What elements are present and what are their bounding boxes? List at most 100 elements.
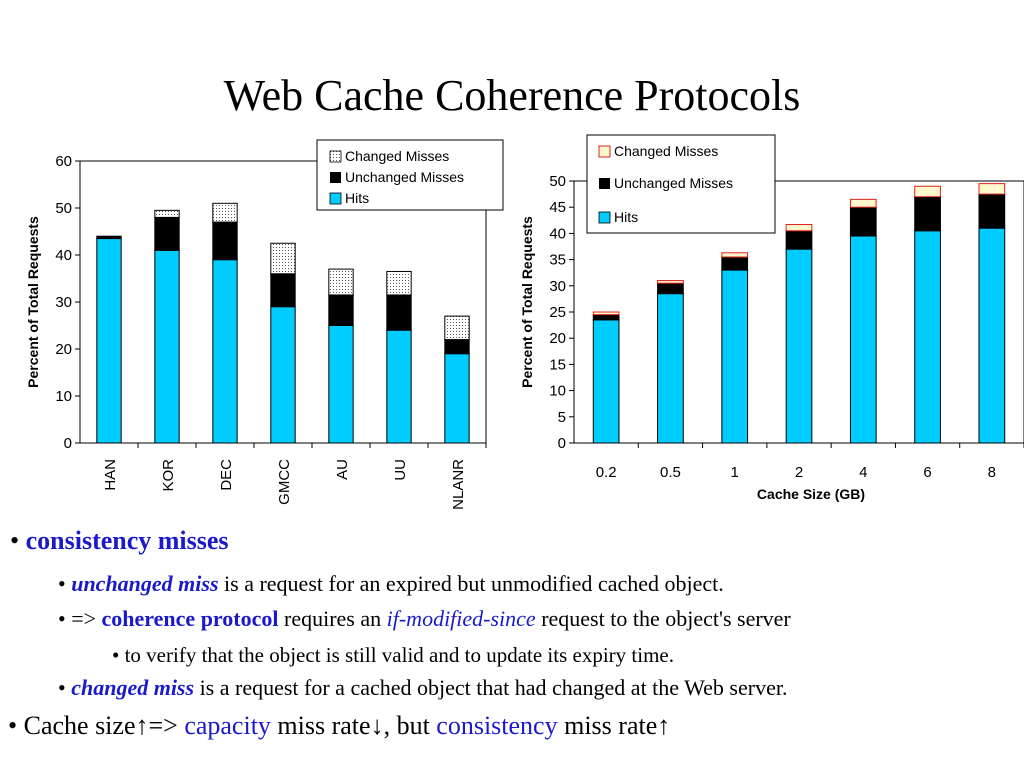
legend-swatch-unchanged xyxy=(330,172,341,183)
bullet-changed-miss: • changed miss is a request for a cached… xyxy=(58,673,787,703)
bar-segment-changed-misses xyxy=(657,280,684,284)
bullet-cache-size: • Cache size↑=> capacity miss rate↓, but… xyxy=(8,711,670,741)
bar-segment-changed-misses xyxy=(154,209,180,218)
bar-segment-hits xyxy=(978,227,1006,444)
bar-segment-unchanged-misses xyxy=(592,314,620,321)
y-tick-label: 30 xyxy=(55,294,72,311)
legend-swatch-changed xyxy=(598,145,611,158)
bar-segment-changed-misses xyxy=(721,252,749,258)
x-tick-label: NLANR xyxy=(450,459,467,510)
bar-segment-unchanged-misses xyxy=(96,235,122,240)
bar-segment-changed-misses xyxy=(212,202,238,223)
y-tick-label: 60 xyxy=(55,153,72,170)
y-tick-label: 20 xyxy=(549,330,566,347)
slide-title: Web Cache Coherence Protocols xyxy=(223,71,801,120)
x-axis-label: Cache Size (GB) xyxy=(757,486,865,502)
bar-segment-hits xyxy=(154,249,180,444)
bar-segment-unchanged-misses xyxy=(849,206,877,237)
bullet-dot: • xyxy=(58,606,66,631)
legend-label-hits: Hits xyxy=(614,209,638,225)
bullet-text: is a request for an expired but unmodifi… xyxy=(218,571,724,596)
bar-segment-changed-misses xyxy=(785,223,813,232)
legend: Changed Misses Unchanged Misses Hits xyxy=(316,139,504,211)
y-axis-label: Percent of Total Requests xyxy=(519,216,535,388)
x-tick-label: UU xyxy=(392,459,409,481)
x-tick-label: 8 xyxy=(988,464,996,481)
bar-segment-changed-misses xyxy=(914,185,941,198)
bar-segment-hits xyxy=(212,259,238,444)
legend-label-unchanged: Unchanged Misses xyxy=(345,169,464,185)
x-tick-label: 0.2 xyxy=(596,464,617,481)
bar-segment-unchanged-misses xyxy=(328,294,354,326)
bullet-dot: • xyxy=(10,526,20,555)
x-tick-label: 1 xyxy=(731,464,739,481)
bar-segment-unchanged-misses xyxy=(785,230,813,250)
bar-segment-changed-misses xyxy=(849,198,877,208)
bar-segment-changed-misses xyxy=(978,183,1006,195)
x-tick-label: DEC xyxy=(218,459,235,491)
bar-segment-unchanged-misses xyxy=(721,256,749,271)
term-if-modified-since: if-modified-since xyxy=(386,606,536,631)
bullet-dot: • xyxy=(58,675,66,700)
term-changed-miss: changed miss xyxy=(71,675,195,700)
bar-segment-changed-misses xyxy=(328,268,354,296)
term-coherence-protocol: coherence protocol xyxy=(101,606,279,631)
y-tick-label: 45 xyxy=(549,199,566,216)
x-tick-label: 6 xyxy=(923,464,931,481)
y-tick-label: 0 xyxy=(64,435,72,452)
legend-label-hits: Hits xyxy=(345,190,369,206)
chart-trace-sites: 0 10 20 30 40 50 60 HAN KOR DEC GMCC AU UU NLANR Perc… xyxy=(25,139,504,510)
legend: Changed Misses Unchanged Misses Hits xyxy=(586,134,776,234)
y-tick-label: 50 xyxy=(55,200,72,217)
term-unchanged-miss: unchanged miss xyxy=(71,571,219,596)
y-tick-label: 50 xyxy=(549,173,566,190)
bar-segment-hits xyxy=(328,325,354,444)
bullet-text-mid: requires an xyxy=(278,606,387,631)
bar-segment-hits xyxy=(849,235,877,444)
y-tick-label: 30 xyxy=(549,278,566,295)
y-tick-label: 5 xyxy=(558,409,566,426)
x-tick-label: HAN xyxy=(102,459,119,491)
y-tick-label: 25 xyxy=(549,304,566,321)
bar-segment-hits xyxy=(444,353,470,444)
bullet-consistency-misses: • consistency misses xyxy=(10,526,229,556)
bar-segment-changed-misses xyxy=(386,270,412,296)
y-tick-label: 0 xyxy=(558,435,566,452)
bullet-text: request to the object's server xyxy=(535,606,791,631)
bar-segment-hits xyxy=(785,248,813,444)
bar-segment-hits xyxy=(592,319,620,444)
term-capacity: capacity xyxy=(184,711,271,740)
arrow-text: => xyxy=(65,606,97,631)
bullet-text: • to verify that the object is still val… xyxy=(112,643,674,667)
term-consistency: consistency xyxy=(436,711,558,740)
bullet-unchanged-miss: • unchanged miss is a request for an exp… xyxy=(58,569,724,599)
bar-segment-changed-misses xyxy=(270,242,296,275)
bar-segment-unchanged-misses xyxy=(270,273,296,308)
bar-segment-changed-misses xyxy=(592,311,620,316)
x-tick-label: KOR xyxy=(160,459,177,492)
bar-segment-unchanged-misses xyxy=(154,216,180,251)
bar-segment-hits xyxy=(914,230,941,444)
x-tick-label: GMCC xyxy=(276,459,293,505)
bullet-text: is a request for a cached object that ha… xyxy=(194,675,788,700)
y-axis-label: Percent of Total Requests xyxy=(25,216,41,388)
bar-segment-unchanged-misses xyxy=(978,193,1006,229)
bar-segment-unchanged-misses xyxy=(657,282,684,295)
bar-segment-unchanged-misses xyxy=(444,339,470,355)
bullet-text: consistency misses xyxy=(25,526,229,555)
chart-cache-size: 0 5 10 15 20 25 30 35 40 45 50 0.2 0.5 1 2 4 6 8 Percent … xyxy=(519,134,1024,502)
bar-segment-hits xyxy=(386,329,412,444)
y-tick-label: 20 xyxy=(55,341,72,358)
y-tick-label: 10 xyxy=(549,383,566,400)
x-tick-label: 2 xyxy=(795,464,803,481)
legend-swatch-hits xyxy=(329,192,342,205)
x-tick-label: AU xyxy=(334,459,351,480)
bar-segment-hits xyxy=(721,269,749,444)
bar-segment-hits xyxy=(657,293,684,444)
y-tick-label: 10 xyxy=(55,388,72,405)
legend-swatch-changed xyxy=(329,150,342,163)
y-tick-label: 40 xyxy=(55,247,72,264)
bullet-verify-object: • to verify that the object is still val… xyxy=(112,640,674,670)
bullet-text: miss rate↑ xyxy=(557,711,671,740)
y-tick-label: 35 xyxy=(549,252,566,269)
